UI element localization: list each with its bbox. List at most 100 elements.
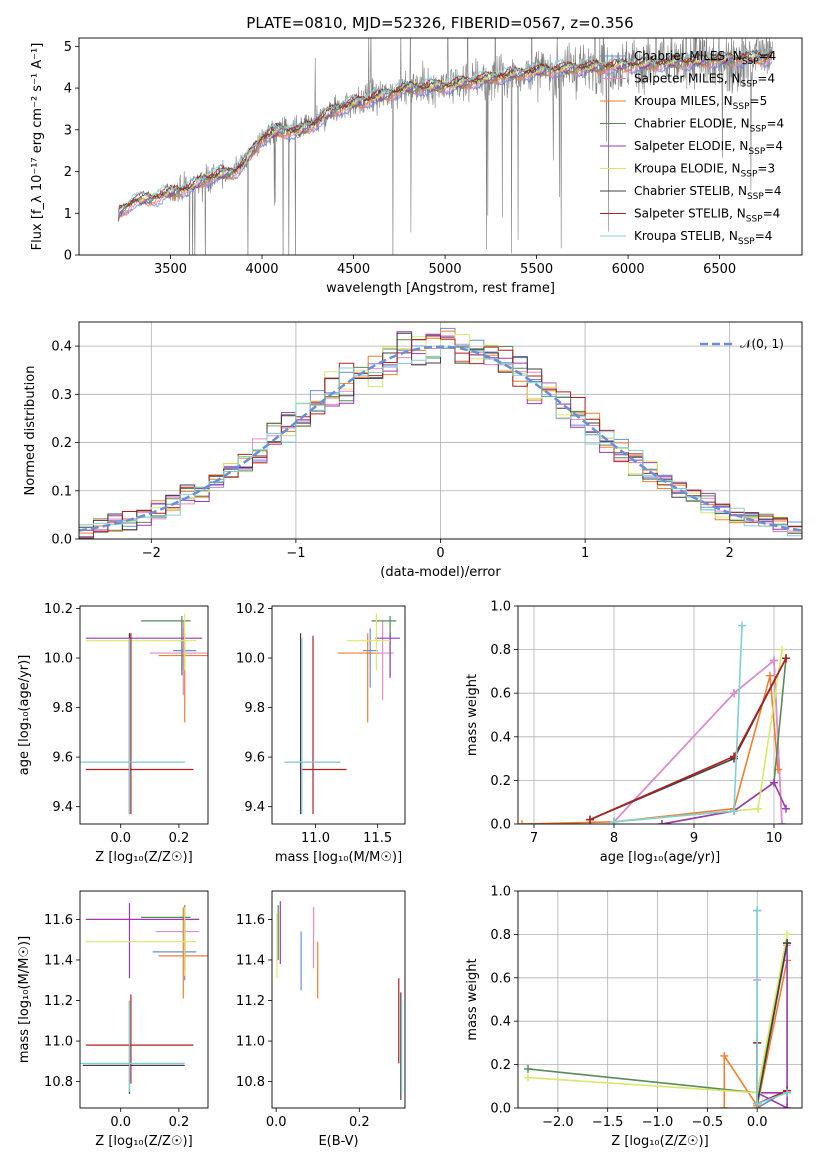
mass-vs-ebv-panel: 0.0 0.2 10.8 11.0 11.2 11.4 11.6 E(B-V): [236, 890, 406, 1149]
x-tick-label: 9: [690, 831, 698, 846]
legend-label: 𝒩(0, 1): [740, 337, 784, 351]
model-spectrum-line: [118, 52, 773, 222]
legend-label-main: Kroupa ELODIE, N: [634, 162, 741, 176]
figure-title: PLATE=0810, MJD=52326, FIBERID=0567, z=0…: [246, 14, 633, 32]
age-vs-mass-panel: 11.0 11.5 9.4 9.6 9.8 10.0 10.2 mass [log₁₀(M/M…: [236, 602, 406, 865]
x-tick-label: −1: [286, 546, 305, 561]
x-axis-label: (data-model)/error: [380, 565, 501, 580]
x-tick-label: 6500: [703, 262, 736, 277]
y-tick-label: 0.4: [51, 340, 72, 355]
y-tick-label: 0.2: [51, 436, 72, 451]
normal-distribution-curve: [79, 345, 802, 532]
y-tick-label: 11.0: [236, 1035, 265, 1050]
y-tick-label: 5: [64, 40, 72, 55]
y-tick-label: 11.4: [236, 953, 265, 968]
y-tick-label: 9.6: [52, 751, 73, 766]
y-tick-label: 0.1: [51, 484, 72, 499]
y-tick-label: 9.8: [244, 701, 265, 716]
mass-weight-line: [756, 943, 788, 1108]
legend-label-subscript: SSP: [733, 102, 750, 112]
y-tick-label: 0.0: [490, 1102, 511, 1117]
y-axis-label: mass [log₁₀(M/M☉)]: [17, 936, 32, 1063]
legend-label-subscript: SSP: [738, 237, 755, 247]
axes-frame: [79, 605, 209, 825]
x-tick-label: 0.2: [169, 831, 190, 846]
x-axis-label: age [log₁₀(age/yr)]: [600, 850, 721, 865]
x-tick-label: 7: [530, 831, 538, 846]
legend-label: Salpeter STELIB, NSSP=4: [634, 207, 780, 225]
y-axis-label: mass weight: [465, 958, 480, 1040]
x-tick-label: −1.0: [642, 1115, 674, 1130]
legend-label-main: Chabrier ELODIE, N: [634, 117, 750, 131]
y-tick-label: 4: [64, 82, 72, 97]
y-tick-label: 11.0: [44, 1035, 73, 1050]
x-tick-label: 0.0: [110, 831, 131, 846]
y-tick-label: 2: [64, 165, 72, 180]
y-tick-label: 0.8: [490, 643, 511, 658]
legend-label: Chabrier ELODIE, NSSP=4: [634, 117, 784, 135]
mass-weight-vs-age-panel: 7 8 9 10 0.0 0.2 0.4 0.6 0.8 1.0 age [log₁₀(age/yr…: [465, 600, 803, 865]
x-tick-label: 11.5: [363, 831, 392, 846]
y-tick-label: 0.4: [490, 730, 511, 745]
residual-histogram-step: [79, 345, 802, 537]
x-tick-label: 11.0: [301, 831, 330, 846]
y-tick-label: 11.4: [44, 953, 73, 968]
y-tick-label: 11.6: [44, 913, 73, 928]
spectrum-plot-area: [118, 38, 773, 255]
mass-vs-metallicity-panel: 0.0 0.2 10.8 11.0 11.2 11.4 11.6 Z [log₁₀(Z/Z☉)…: [17, 890, 209, 1149]
axes-frame: [517, 890, 803, 1109]
histogram-plot-area: [79, 327, 802, 539]
y-tick-label: 0.6: [490, 971, 511, 986]
y-tick-label: 9.8: [52, 701, 73, 716]
x-tick-label: −2.0: [542, 1115, 574, 1130]
legend-label-main: Kroupa STELIB, N: [634, 229, 738, 243]
axes-frame: [78, 321, 803, 540]
legend-label-main: Kroupa MILES, N: [634, 94, 733, 108]
y-tick-label: 10.8: [236, 1075, 265, 1090]
legend-label-main: Salpeter STELIB, N: [634, 207, 746, 221]
y-tick-label: 0: [64, 249, 72, 264]
x-tick-label: 0.2: [169, 1115, 190, 1130]
x-tick-label: −1.5: [592, 1115, 624, 1130]
legend-label-tail: =4: [764, 184, 782, 198]
y-tick-label: 0.0: [51, 533, 72, 548]
x-tick-label: 0.0: [266, 1115, 287, 1130]
errorbar-plot-area: [284, 613, 401, 815]
legend-label-main: Chabrier MILES, N: [634, 49, 742, 63]
age-vs-metallicity-panel: 0.0 0.2 9.4 9.6 9.8 10.0 10.2 Z [log₁₀(Z/Z☉)] ag…: [17, 602, 209, 865]
y-tick-label: 0.8: [490, 928, 511, 943]
legend-label-tail: =4: [766, 117, 784, 131]
x-axis-label: wavelength [Angstrom, rest frame]: [326, 281, 555, 296]
x-tick-label: 3500: [154, 262, 187, 277]
x-tick-label: 4000: [245, 262, 278, 277]
y-tick-label: 0.4: [490, 1015, 511, 1030]
y-axis-label: mass weight: [465, 674, 480, 756]
errorbar-plot-area: [80, 903, 208, 1094]
legend-label: Chabrier STELIB, NSSP=4: [634, 184, 782, 202]
y-tick-label: 1.0: [490, 600, 511, 615]
y-tick-label: 9.4: [244, 800, 265, 815]
legend-label: Salpeter ELODIE, NSSP=4: [634, 139, 783, 157]
legend-label-subscript: SSP: [747, 192, 764, 202]
model-spectrum-line: [118, 47, 773, 214]
mass-weight-line: [723, 960, 788, 1108]
x-tick-label: 5500: [520, 262, 553, 277]
legend-label-tail: =4: [763, 207, 781, 221]
y-axis-label: age [log₁₀(age/yr)]: [17, 655, 32, 776]
legend-label-tail: =3: [757, 162, 775, 176]
y-tick-label: 10.2: [236, 602, 265, 617]
legend-label-tail: =4: [757, 72, 775, 86]
y-tick-label: 1: [64, 207, 72, 222]
y-tick-label: 1.0: [490, 885, 511, 900]
legend-label-tail: =4: [755, 229, 773, 243]
x-axis-label: Z [log₁₀(Z/Z☉)]: [95, 850, 192, 865]
legend-label-subscript: SSP: [748, 147, 765, 157]
x-tick-label: 4500: [337, 262, 370, 277]
y-tick-label: 10.0: [236, 652, 265, 667]
legend-label-subscript: SSP: [741, 80, 758, 90]
residuals-panel: −2 −1 0 1 2 0.0 0.1 0.2 0.3 0.4 (data-model)/error…: [23, 321, 803, 580]
legend-label: Kroupa MILES, NSSP=5: [634, 94, 767, 112]
line-plot-area: [518, 621, 790, 824]
legend-label-tail: =4: [759, 49, 777, 63]
